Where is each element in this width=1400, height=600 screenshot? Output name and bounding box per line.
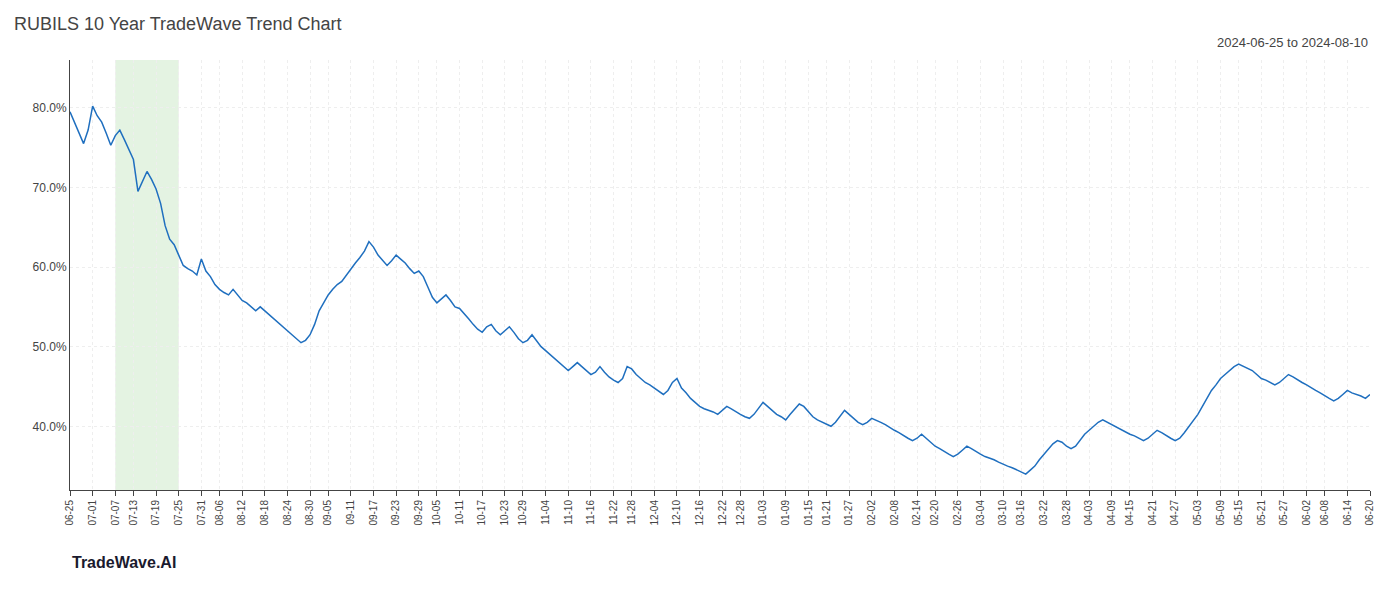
svg-text:01-27: 01-27 [843,500,854,526]
svg-text:12-16: 12-16 [694,500,705,526]
svg-text:01-03: 01-03 [757,500,768,526]
svg-text:50.0%: 50.0% [33,340,67,354]
svg-text:04-03: 04-03 [1083,500,1094,526]
svg-text:11-22: 11-22 [608,500,619,525]
svg-text:08-18: 08-18 [259,500,270,526]
svg-text:03-22: 03-22 [1038,500,1049,526]
svg-text:06-02: 06-02 [1301,500,1312,526]
svg-text:11-10: 11-10 [563,500,574,525]
svg-text:02-26: 02-26 [952,500,963,526]
svg-text:09-17: 09-17 [368,500,379,526]
svg-text:04-27: 04-27 [1169,500,1180,526]
svg-text:01-21: 01-21 [821,500,832,526]
svg-text:03-28: 03-28 [1061,500,1072,526]
svg-text:03-16: 03-16 [1015,500,1026,526]
svg-text:70.0%: 70.0% [33,181,67,195]
svg-text:08-24: 08-24 [282,500,293,526]
svg-text:06-08: 06-08 [1319,500,1330,526]
svg-text:10-17: 10-17 [476,500,487,526]
svg-text:07-07: 07-07 [110,500,121,526]
svg-text:RUBILS 10 Year TradeWave Trend: RUBILS 10 Year TradeWave Trend Chart [14,14,342,34]
svg-text:12-22: 12-22 [717,500,728,526]
svg-text:07-13: 07-13 [128,500,139,526]
svg-text:06-14: 06-14 [1342,500,1353,526]
svg-text:07-31: 07-31 [196,500,207,526]
svg-text:03-04: 03-04 [975,500,986,526]
svg-text:01-09: 01-09 [780,500,791,526]
svg-text:08-12: 08-12 [236,500,247,526]
svg-text:09-29: 09-29 [413,500,424,526]
svg-text:10-05: 10-05 [431,500,442,526]
svg-text:40.0%: 40.0% [33,420,67,434]
svg-text:10-23: 10-23 [499,500,510,526]
svg-text:09-11: 09-11 [345,500,356,525]
svg-text:10-11: 10-11 [454,500,465,525]
svg-text:11-16: 11-16 [585,500,596,525]
svg-text:04-21: 04-21 [1147,500,1158,526]
svg-text:02-14: 02-14 [911,500,922,526]
svg-text:11-04: 11-04 [540,500,551,525]
svg-text:05-09: 05-09 [1215,500,1226,526]
svg-text:02-20: 02-20 [929,500,940,526]
svg-text:04-09: 04-09 [1106,500,1117,526]
svg-text:07-19: 07-19 [150,500,161,526]
svg-text:TradeWave.AI: TradeWave.AI [72,554,176,571]
svg-text:05-03: 05-03 [1192,500,1203,526]
svg-text:02-08: 02-08 [889,500,900,526]
svg-text:80.0%: 80.0% [33,101,67,115]
svg-text:05-15: 05-15 [1233,500,1244,526]
svg-text:09-05: 09-05 [322,500,333,526]
svg-text:08-06: 08-06 [214,500,225,526]
svg-text:07-25: 07-25 [173,500,184,526]
svg-text:01-15: 01-15 [803,500,814,526]
svg-text:03-10: 03-10 [997,500,1008,526]
svg-text:06-25: 06-25 [64,500,75,526]
svg-text:12-04: 12-04 [649,500,660,526]
svg-text:05-21: 05-21 [1256,500,1267,526]
svg-text:04-15: 04-15 [1124,500,1135,526]
svg-text:11-28: 11-28 [626,500,637,525]
svg-text:60.0%: 60.0% [33,260,67,274]
svg-text:2024-06-25 to 2024-08-10: 2024-06-25 to 2024-08-10 [1217,35,1368,50]
svg-text:12-10: 12-10 [671,500,682,526]
svg-text:07-01: 07-01 [87,500,98,526]
svg-text:05-27: 05-27 [1278,500,1289,526]
svg-text:06-20: 06-20 [1364,500,1375,526]
svg-text:09-23: 09-23 [390,500,401,526]
svg-text:02-02: 02-02 [866,500,877,526]
svg-text:12-28: 12-28 [735,500,746,526]
svg-text:08-30: 08-30 [304,500,315,526]
svg-text:10-29: 10-29 [517,500,528,526]
